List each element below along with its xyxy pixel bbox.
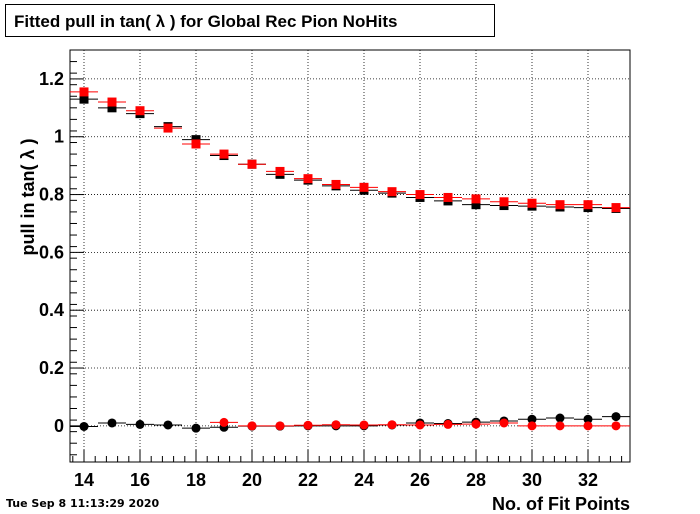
x-tick-labels: 14 16 18 20 22 24 26 28 30 32 [74, 470, 598, 490]
circle-marker-series-2 [79, 421, 89, 431]
timestamp: Tue Sep 8 11:13:29 2020 [6, 497, 160, 510]
y-tick-label: 1.2 [39, 69, 64, 89]
y-tick-label: 1 [54, 127, 64, 147]
square-marker-series-1 [247, 159, 257, 169]
y-tick-label: 0.8 [39, 185, 64, 205]
circle-marker-series-3 [611, 421, 621, 431]
square-marker-series-1 [583, 200, 593, 210]
circle-marker-series-3 [219, 417, 229, 427]
square-marker-series-1 [303, 174, 313, 184]
x-tick-label: 32 [578, 470, 598, 490]
square-marker-series-1 [79, 87, 89, 97]
circle-marker-series-3 [583, 421, 593, 431]
square-marker-series-0 [107, 103, 117, 113]
x-tick-label: 14 [74, 470, 94, 490]
square-marker-series-1 [527, 198, 537, 208]
circle-marker-series-2 [163, 420, 173, 430]
circle-marker-series-3 [247, 421, 257, 431]
circle-marker-series-3 [303, 420, 313, 430]
x-tick-label: 16 [130, 470, 150, 490]
circle-marker-series-2 [107, 418, 117, 428]
circle-marker-series-2 [583, 414, 593, 424]
circle-marker-series-3 [415, 420, 425, 430]
x-tick-label: 28 [466, 470, 486, 490]
circle-marker-series-3 [499, 418, 509, 428]
x-tick-label: 26 [410, 470, 430, 490]
square-marker-series-1 [191, 139, 201, 149]
circle-marker-series-3 [471, 419, 481, 429]
y-tick-label: 0.6 [39, 242, 64, 262]
plot-frame [69, 49, 631, 463]
x-axis-label: No. of Fit Points [492, 494, 630, 514]
axis-ticks [70, 61, 623, 462]
square-marker-series-1 [443, 192, 453, 202]
circle-marker-series-3 [275, 421, 285, 431]
square-marker-series-1 [163, 123, 173, 133]
chart-title: Fitted pull in tan( λ ) for Global Rec P… [5, 4, 495, 37]
square-marker-series-1 [219, 149, 229, 159]
circle-marker-series-2 [611, 412, 621, 422]
circle-marker-series-2 [191, 423, 201, 433]
square-marker-series-1 [135, 106, 145, 116]
circle-marker-series-3 [359, 420, 369, 430]
square-marker-series-1 [471, 194, 481, 204]
circle-marker-series-3 [443, 419, 453, 429]
square-marker-series-1 [359, 182, 369, 192]
circle-marker-series-3 [555, 421, 565, 431]
circle-marker-series-2 [527, 414, 537, 424]
y-tick-label: 0.2 [39, 358, 64, 378]
square-marker-series-1 [499, 197, 509, 207]
x-tick-label: 30 [522, 470, 542, 490]
x-tick-label: 18 [186, 470, 206, 490]
y-tick-label: 0 [54, 416, 64, 436]
square-marker-series-1 [555, 200, 565, 210]
square-marker-series-1 [107, 97, 117, 107]
square-marker-series-1 [387, 187, 397, 197]
circle-marker-series-2 [555, 413, 565, 423]
square-marker-series-0 [471, 200, 481, 210]
circle-marker-series-2 [135, 419, 145, 429]
square-marker-series-1 [331, 179, 341, 189]
square-marker-series-1 [415, 190, 425, 200]
circle-marker-series-3 [527, 421, 537, 431]
x-tick-label: 24 [354, 470, 374, 490]
data-points [70, 87, 630, 433]
x-tick-label: 22 [298, 470, 318, 490]
square-marker-series-0 [79, 94, 89, 104]
circle-marker-series-3 [331, 420, 341, 430]
square-marker-series-1 [611, 203, 621, 213]
y-tick-label: 0.4 [39, 300, 64, 320]
grid-lines [70, 50, 630, 462]
square-marker-series-1 [275, 166, 285, 176]
x-tick-label: 20 [242, 470, 262, 490]
y-axis-label: pull in tan( λ ) [18, 139, 38, 256]
y-tick-labels: 0 0.2 0.4 0.6 0.8 1 1.2 [39, 69, 64, 436]
circle-marker-series-3 [387, 420, 397, 430]
